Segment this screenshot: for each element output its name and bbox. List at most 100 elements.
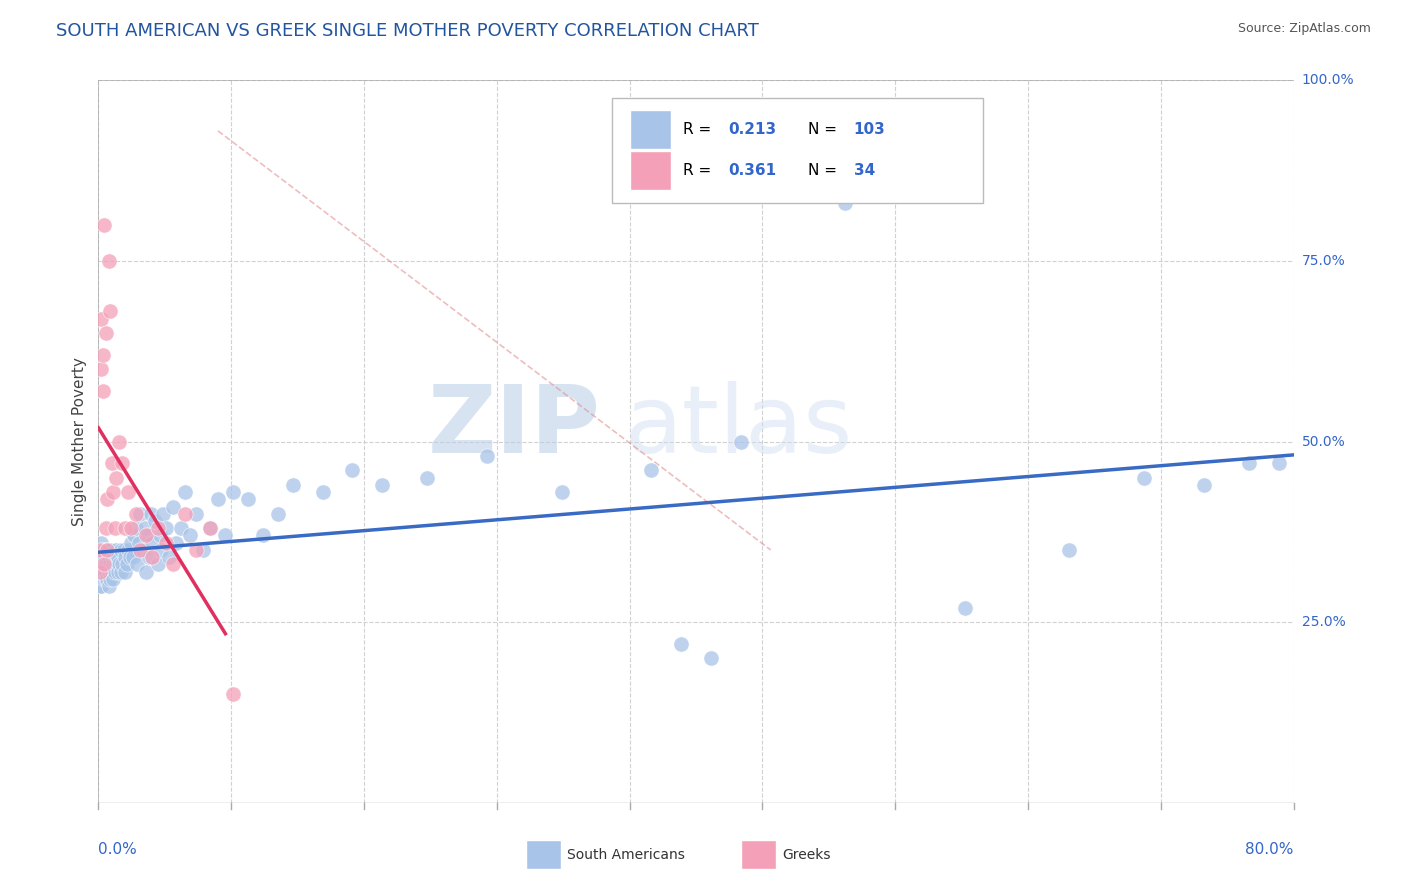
Point: [135, 565, 157, 579]
Point: [129, 507, 152, 521]
Point: [94, 565, 117, 579]
Point: [222, 687, 245, 701]
Point: [111, 558, 134, 572]
Point: [97, 253, 120, 268]
Point: [222, 485, 245, 500]
Point: [93, 572, 115, 586]
Point: [700, 651, 723, 665]
Point: [94, 572, 117, 586]
Point: [143, 514, 166, 528]
Point: [91, 542, 114, 557]
Text: Greeks: Greeks: [782, 847, 831, 862]
Point: [90, 579, 112, 593]
Point: [953, 600, 976, 615]
Point: [91, 550, 114, 565]
Point: [148, 521, 170, 535]
Text: 100.0%: 100.0%: [1302, 73, 1354, 87]
Point: [127, 558, 149, 572]
Point: [152, 507, 174, 521]
Point: [134, 521, 156, 535]
Point: [114, 521, 136, 535]
Point: [117, 485, 139, 500]
Y-axis label: Single Mother Poverty: Single Mother Poverty: [72, 357, 87, 526]
Point: [105, 542, 128, 557]
Point: [149, 528, 172, 542]
Point: [371, 478, 394, 492]
Point: [162, 558, 184, 572]
Point: [97, 550, 120, 565]
Point: [96, 542, 118, 557]
Point: [96, 542, 118, 557]
Point: [98, 572, 122, 586]
Point: [640, 463, 662, 477]
Point: [94, 521, 117, 535]
Point: [150, 542, 173, 557]
Point: [730, 434, 752, 449]
Point: [129, 542, 152, 557]
Point: [252, 528, 274, 542]
Point: [114, 550, 136, 565]
Point: [91, 384, 114, 398]
Point: [1133, 470, 1156, 484]
Point: [117, 542, 139, 557]
Point: [138, 550, 160, 565]
Point: [105, 470, 128, 484]
Point: [125, 507, 148, 521]
Text: 34: 34: [853, 163, 875, 178]
Point: [90, 535, 112, 549]
Point: [108, 434, 131, 449]
Point: [118, 550, 141, 565]
Point: [669, 637, 692, 651]
Point: [115, 558, 138, 572]
Point: [155, 521, 177, 535]
Point: [236, 492, 259, 507]
Point: [90, 550, 112, 565]
Point: [114, 565, 136, 579]
Point: [101, 565, 124, 579]
Point: [108, 558, 131, 572]
Point: [97, 565, 120, 579]
FancyBboxPatch shape: [630, 110, 671, 149]
Point: [93, 558, 115, 572]
Point: [125, 521, 148, 535]
Point: [89, 542, 111, 557]
Point: [179, 528, 201, 542]
Point: [107, 565, 129, 579]
FancyBboxPatch shape: [613, 98, 983, 203]
FancyBboxPatch shape: [526, 840, 561, 870]
Point: [834, 196, 856, 211]
Text: 25.0%: 25.0%: [1302, 615, 1346, 629]
FancyBboxPatch shape: [741, 840, 776, 870]
Point: [1267, 456, 1289, 470]
Point: [98, 304, 122, 318]
Point: [200, 521, 222, 535]
Point: [91, 558, 114, 572]
Point: [91, 565, 114, 579]
Point: [93, 565, 115, 579]
Point: [93, 218, 115, 232]
Point: [90, 362, 112, 376]
Point: [89, 565, 111, 579]
Point: [90, 558, 112, 572]
Point: [1059, 542, 1081, 557]
Point: [157, 550, 180, 565]
Point: [141, 550, 163, 565]
Point: [96, 572, 118, 586]
Point: [124, 528, 146, 542]
Point: [94, 326, 117, 340]
Point: [207, 492, 229, 507]
Point: [93, 550, 115, 565]
Point: [475, 449, 498, 463]
Text: 80.0%: 80.0%: [1246, 842, 1294, 856]
Point: [110, 542, 132, 557]
Point: [96, 492, 118, 507]
Point: [101, 456, 124, 470]
Point: [104, 550, 127, 565]
Point: [90, 572, 112, 586]
Point: [93, 542, 115, 557]
Point: [416, 470, 439, 484]
Point: [165, 535, 187, 549]
Point: [94, 558, 117, 572]
Point: [89, 579, 111, 593]
Point: [135, 528, 157, 542]
